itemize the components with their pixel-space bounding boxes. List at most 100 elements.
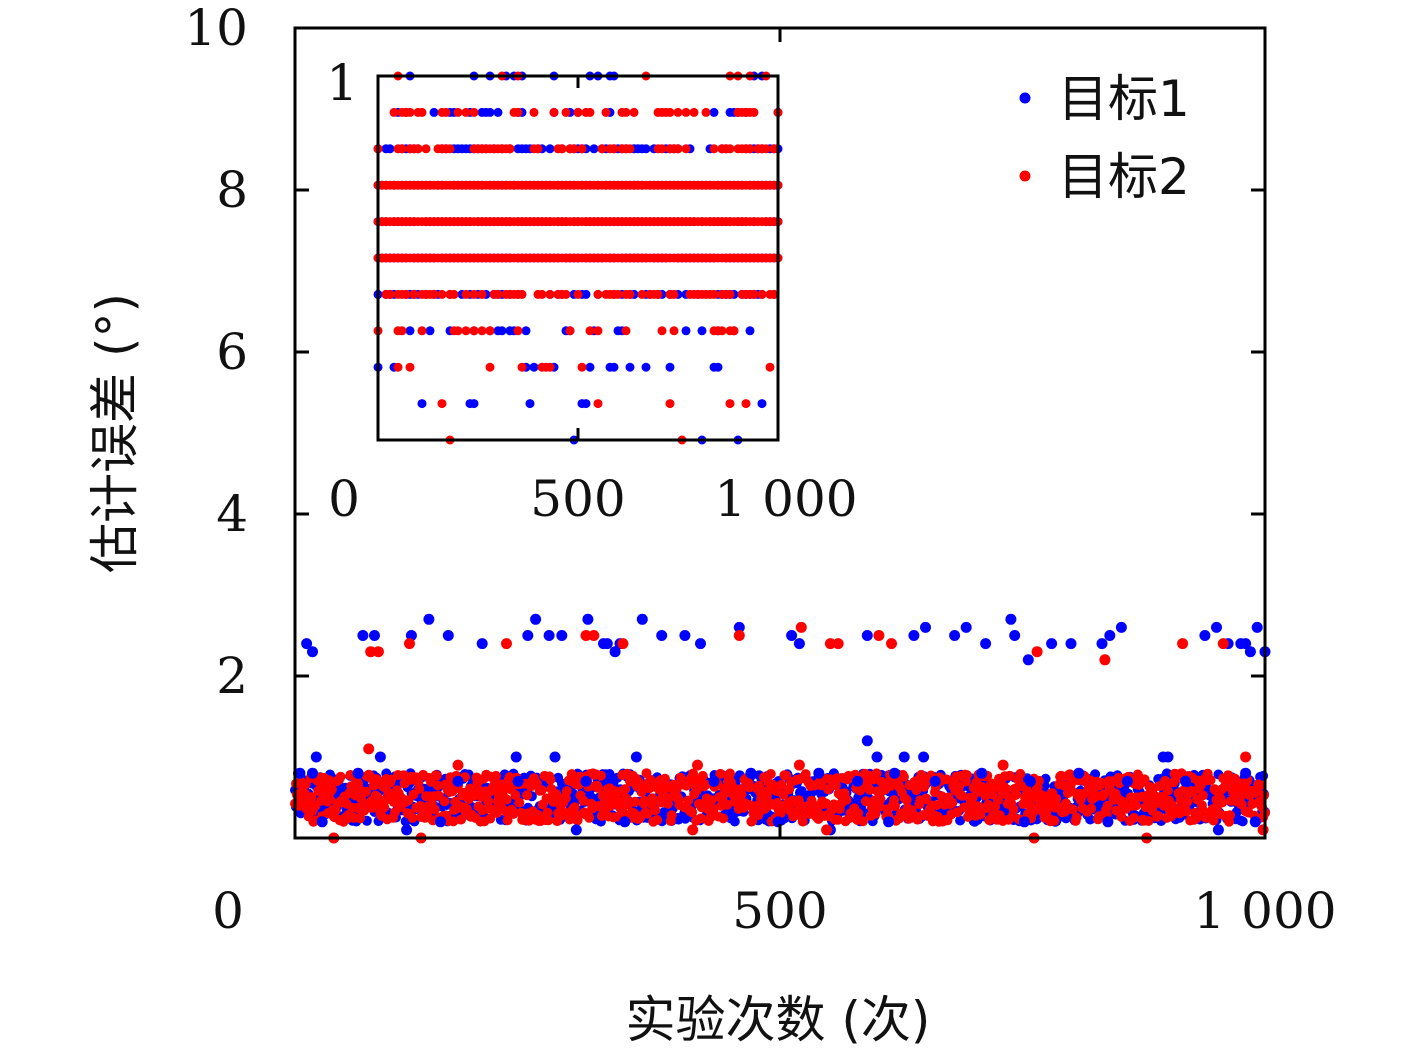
y-axis-label: 估计误差 (°) [86, 293, 144, 573]
inset-point-series-2 [413, 144, 423, 154]
inset-point-series-1 [525, 399, 535, 409]
dense-point-series-2 [715, 768, 726, 779]
data-point-series-2 [1177, 638, 1189, 650]
dense-point-series-2 [542, 807, 553, 818]
data-point-series-2 [687, 824, 699, 836]
inset-point-series-1 [757, 399, 767, 409]
dense-point-series-2 [510, 790, 521, 800]
inset-point-series-2 [717, 326, 727, 336]
data-point-series-2 [617, 638, 629, 650]
dense-point-series-2 [977, 782, 988, 793]
dense-point-series-2 [1095, 777, 1106, 788]
inset-point-series-2 [725, 399, 735, 409]
data-point-series-1 [1162, 751, 1174, 763]
inset-point-series-2 [417, 326, 427, 336]
inset-point-series-2 [765, 362, 775, 372]
data-point-series-1 [1096, 638, 1108, 650]
inset-point-series-1 [745, 326, 755, 336]
data-point-series-1 [1244, 646, 1256, 658]
dense-point-series-1 [955, 815, 966, 826]
dense-point-series-2 [1102, 800, 1113, 811]
dense-point-series-2 [642, 808, 653, 819]
dense-point-series-2 [911, 785, 922, 796]
inset-point-series-2 [757, 289, 767, 299]
inset-point-series-2 [545, 362, 555, 372]
dense-point-series-2 [797, 816, 808, 827]
dense-point-series-2 [1182, 796, 1193, 807]
inset-point-series-2 [709, 144, 719, 154]
data-point-series-1 [1251, 621, 1263, 633]
x-tick-label: 1 000 [1193, 882, 1336, 940]
inset-point-series-1 [581, 399, 591, 409]
data-point-series-1 [679, 630, 691, 641]
inset-point-series-2 [701, 107, 711, 117]
inset-point-series-2 [401, 289, 411, 299]
dense-point-series-2 [687, 807, 698, 818]
inset-point-series-2 [653, 289, 663, 299]
data-point-series-1 [401, 824, 413, 836]
inset-point-series-2 [437, 399, 447, 409]
dense-point-series-2 [1001, 784, 1012, 795]
dense-point-series-2 [832, 814, 843, 825]
dense-point-series-2 [871, 768, 882, 779]
inset-point-series-2 [769, 289, 779, 299]
data-point-series-1 [530, 613, 542, 625]
dense-point-series-2 [1128, 812, 1139, 823]
dense-point-series-1 [604, 769, 615, 779]
inset-point-series-2 [681, 107, 691, 117]
dense-point-series-2 [502, 815, 513, 826]
dense-point-series-2 [1033, 775, 1044, 786]
dense-point-series-2 [967, 792, 978, 803]
inset-point-series-2 [621, 107, 631, 117]
inset-point-series-2 [637, 289, 647, 299]
dense-point-series-2 [561, 786, 572, 797]
data-point-series-1 [1104, 630, 1116, 641]
inset-point-series-2 [469, 107, 479, 117]
dense-point-series-2 [584, 812, 595, 823]
data-point-series-1 [452, 775, 464, 787]
dense-point-series-2 [921, 793, 932, 804]
inset-point-series-2 [657, 326, 667, 336]
dense-point-series-1 [1237, 816, 1248, 827]
data-point-series-1 [871, 751, 883, 763]
inset-point-series-2 [593, 289, 603, 299]
x-axis-label: 实验次数 (次) [626, 991, 931, 1049]
inset-point-series-1 [625, 362, 635, 372]
inset-point-series-1 [429, 107, 439, 117]
data-point-series-1 [920, 621, 931, 633]
dense-point-series-2 [620, 784, 631, 795]
data-point-series-1 [294, 767, 306, 779]
data-point-series-1 [898, 751, 910, 763]
x-tick-label: 500 [732, 882, 827, 940]
data-point-series-1 [1073, 767, 1085, 779]
dense-point-series-2 [663, 793, 674, 804]
inset-point-series-2 [469, 326, 479, 336]
data-point-series-2 [886, 638, 897, 650]
dense-point-series-2 [697, 770, 708, 781]
dense-point-series-2 [325, 794, 335, 805]
dense-point-series-2 [522, 790, 533, 801]
dense-point-series-2 [491, 770, 501, 781]
dense-point-series-2 [306, 792, 317, 803]
inset-point-series-2 [593, 326, 603, 336]
data-point-series-1 [510, 751, 522, 763]
inset-chart: 0 500 1 000 1 [326, 54, 857, 528]
legend-label-series-2: 目标2 [1058, 148, 1190, 206]
dense-point-series-2 [543, 815, 554, 826]
inset-x-tick-label: 1 000 [714, 470, 857, 528]
dense-point-series-2 [841, 794, 852, 805]
inset-point-series-2 [477, 289, 487, 299]
dense-point-series-2 [483, 796, 494, 806]
inset-point-series-2 [397, 326, 407, 336]
dense-point-series-2 [718, 813, 729, 824]
data-point-series-1 [582, 613, 594, 625]
data-point-series-1 [601, 638, 613, 650]
dense-point-series-2 [725, 768, 735, 779]
data-point-series-2 [873, 630, 885, 641]
data-point-series-1 [908, 630, 920, 641]
inset-ticks: 0 500 1 000 1 [326, 54, 857, 528]
dense-point-series-2 [1071, 812, 1082, 823]
dense-point-series-2 [916, 769, 927, 780]
inset-point-series-1 [713, 362, 723, 372]
